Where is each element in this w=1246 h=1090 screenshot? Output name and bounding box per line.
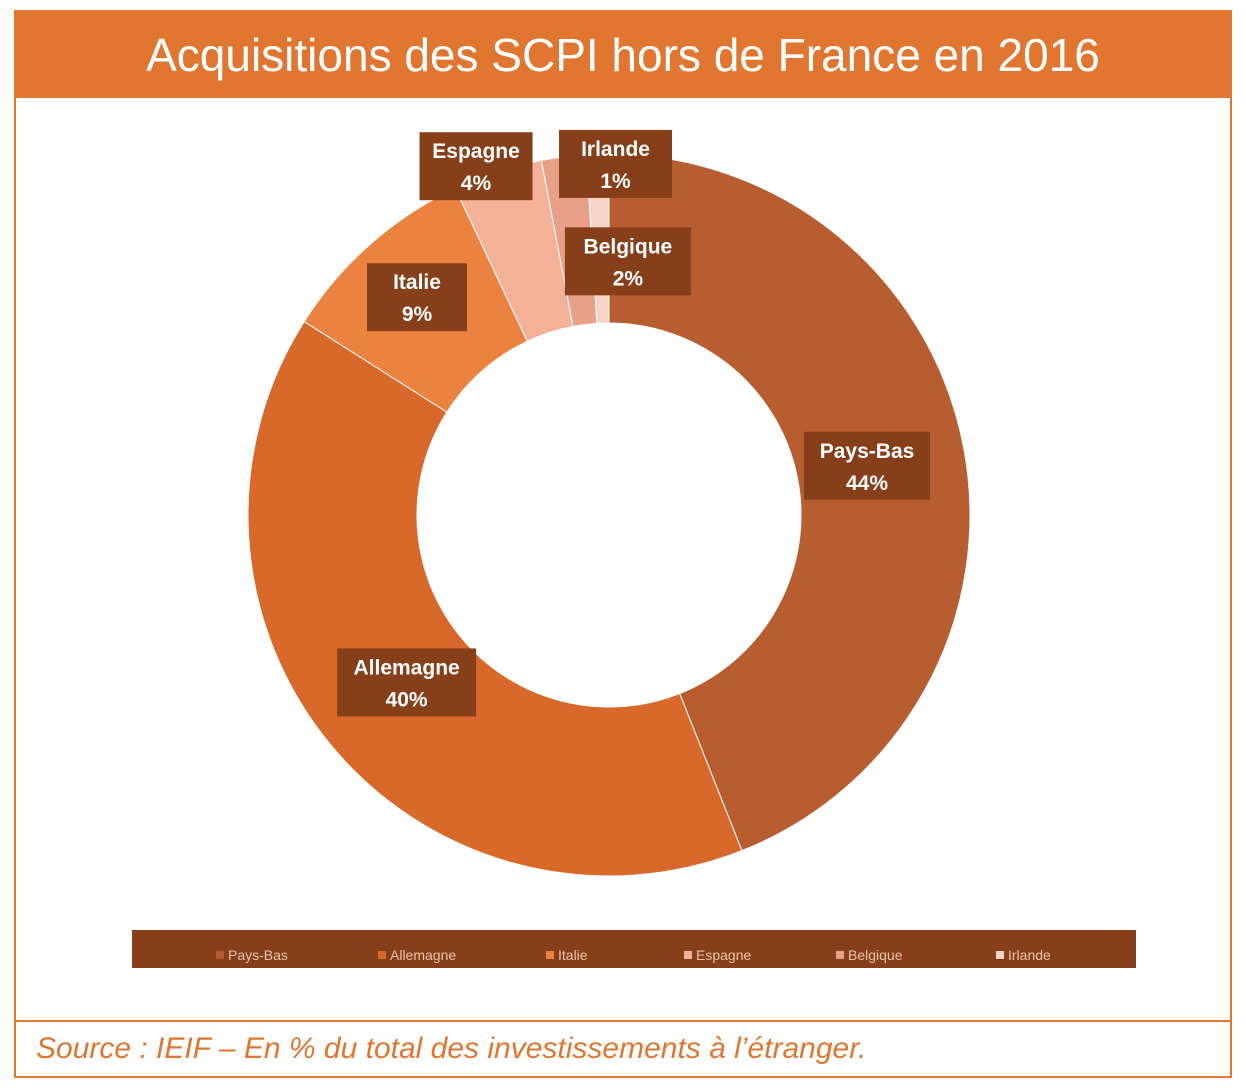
legend-item-pays-bas: Pays-Bas (216, 947, 288, 963)
legend-swatch (378, 951, 386, 959)
chart-frame: Acquisitions des SCPI hors de France en … (14, 10, 1232, 1078)
slice-pays-bas (608, 153, 971, 852)
source-note: Source : IEIF – En % du total des invest… (16, 1020, 1230, 1076)
legend-label: Pays-Bas (228, 947, 288, 963)
title-bar: Acquisitions des SCPI hors de France en … (16, 12, 1230, 98)
data-label-category: Allemagne (354, 656, 460, 679)
legend-swatch (546, 951, 554, 959)
legend-swatch (684, 951, 692, 959)
data-label-value: 4% (461, 172, 492, 195)
legend-item-espagne: Espagne (684, 947, 751, 963)
data-label-italie: Italie 9% (367, 263, 468, 332)
legend-swatch (216, 951, 224, 959)
data-label-category: Espagne (432, 140, 520, 163)
legend-swatch (996, 951, 1004, 959)
data-label-value: 9% (402, 303, 433, 326)
data-label-box (419, 132, 533, 201)
data-label-value: 1% (600, 170, 631, 193)
legend-label: Irlande (1008, 947, 1051, 963)
data-label-allemagne: Allemagne 40% (337, 648, 477, 717)
source-text: Source : IEIF – En % du total des invest… (36, 1032, 867, 1065)
data-label-category: Italie (393, 271, 441, 294)
data-label-irlande: Irlande 1% (559, 129, 673, 198)
legend-item-belgique: Belgique (836, 947, 903, 963)
data-label-box (564, 227, 691, 296)
legend-label: Allemagne (390, 947, 456, 963)
slice-allemagne (247, 320, 743, 877)
donut-chart: Pays-Bas 44% Allemagne 40% Italie 9% Espagne 4%… (132, 129, 1136, 968)
data-label-belgique: Belgique 2% (564, 227, 691, 296)
data-label-pays-bas: Pays-Bas 44% (804, 431, 931, 500)
legend-item-irlande: Irlande (996, 947, 1051, 963)
data-label-category: Belgique (584, 235, 673, 258)
data-label-value: 2% (613, 267, 644, 290)
legend-item-italie: Italie (546, 947, 588, 963)
data-label-box (337, 648, 477, 717)
legend-background (132, 930, 1136, 968)
data-label-value: 44% (846, 472, 888, 495)
data-label-box (804, 431, 931, 500)
data-label-box (559, 129, 673, 198)
chart-title: Acquisitions des SCPI hors de France en … (146, 29, 1100, 81)
legend-item-allemagne: Allemagne (378, 947, 456, 963)
data-label-box (367, 263, 468, 332)
legend-label: Italie (558, 947, 588, 963)
data-label-value: 40% (386, 688, 428, 711)
data-label-espagne: Espagne 4% (419, 132, 533, 201)
legend-label: Belgique (848, 947, 903, 963)
legend-label: Espagne (696, 947, 751, 963)
data-label-category: Irlande (581, 138, 650, 161)
data-label-category: Pays-Bas (820, 440, 915, 463)
legend-swatch (836, 951, 844, 959)
